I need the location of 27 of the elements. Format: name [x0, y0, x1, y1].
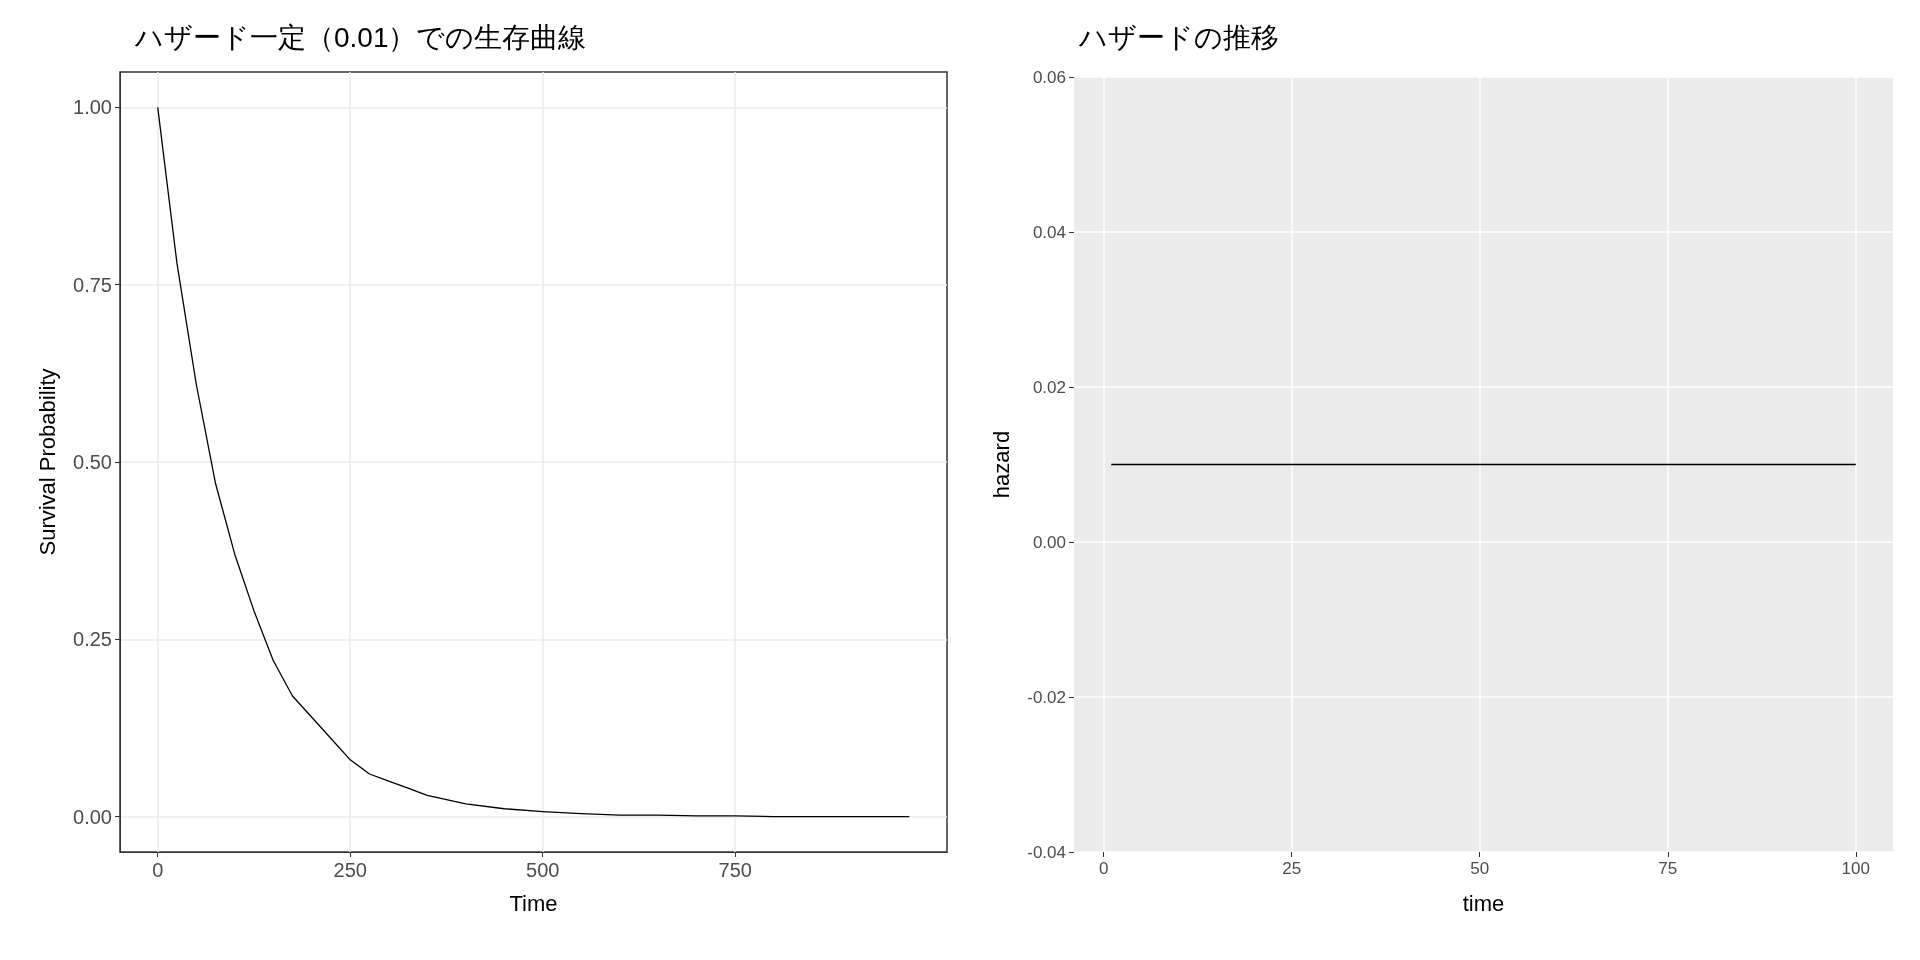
- y-tick-label: 0.75: [73, 273, 112, 296]
- y-tick-label: 1.00: [73, 96, 112, 119]
- y-tick-label: 0.06: [1032, 67, 1066, 87]
- y-tick-label: 0.50: [73, 451, 112, 473]
- x-axis-title: time: [1462, 890, 1505, 916]
- y-tick-label: 0.04: [1032, 222, 1066, 242]
- x-tick-label: 250: [333, 859, 367, 881]
- y-tick-label: 0.00: [73, 805, 112, 828]
- x-tick-label: 500: [526, 859, 560, 881]
- y-tick-label: -0.02: [1027, 687, 1066, 707]
- x-tick-label: 0: [152, 859, 164, 881]
- x-tick-label: 50: [1470, 859, 1490, 878]
- x-axis-title: Time: [509, 890, 558, 916]
- x-tick-label: 75: [1658, 859, 1678, 878]
- y-tick-label: -0.04: [1027, 842, 1066, 862]
- chart-title: ハザード一定（0.01）での生存曲線: [134, 21, 587, 53]
- y-axis-title: hazard: [988, 430, 1014, 499]
- x-tick-label: 25: [1282, 859, 1302, 878]
- y-tick-label: 0.00: [1032, 532, 1066, 552]
- y-axis-title: Survival Probability: [34, 368, 60, 556]
- chart-title: ハザードの推移: [1078, 21, 1279, 53]
- y-tick-label: 0.02: [1032, 377, 1066, 397]
- x-tick-label: 100: [1841, 859, 1870, 878]
- x-tick-label: 0: [1098, 859, 1109, 878]
- y-tick-label: 0.25: [73, 628, 112, 651]
- x-tick-label: 750: [718, 859, 752, 881]
- line-series: [157, 106, 910, 818]
